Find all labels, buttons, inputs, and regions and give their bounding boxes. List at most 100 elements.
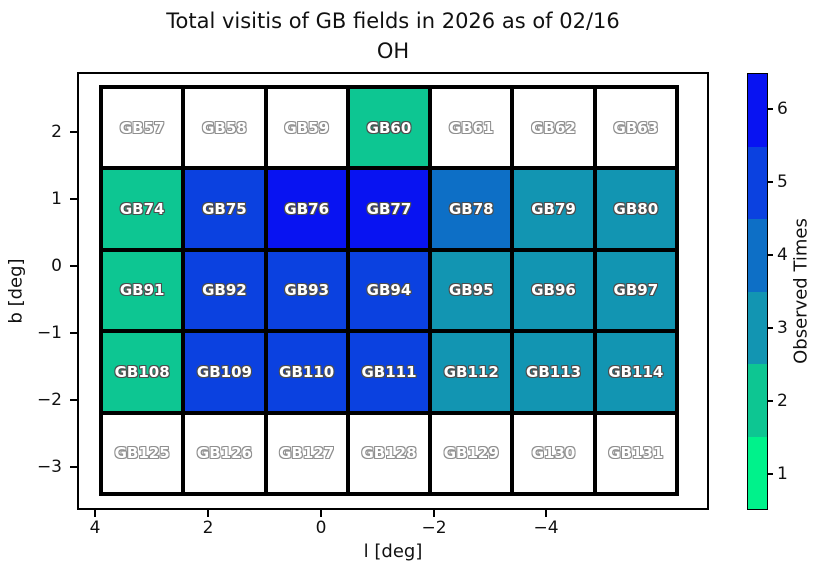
field-cell-label: GB78 (448, 200, 494, 219)
tick-mark (207, 510, 209, 517)
colorbar-segment-5 (748, 146, 767, 219)
tick-mark (70, 466, 77, 468)
tick-mark (433, 510, 435, 517)
chart-title-line1: Total visitis of GB fields in 2026 as of… (166, 9, 620, 33)
field-cell-label: GB126 (196, 444, 252, 463)
tick-mark (70, 131, 77, 133)
colorbar-segment-3 (748, 291, 767, 364)
field-cell-label: GB75 (202, 200, 247, 219)
field-cell-gb125: GB125 (101, 412, 184, 494)
y-tick-label: −1 (36, 323, 62, 343)
y-tick-label: 0 (51, 256, 62, 276)
field-cell-gb95: GB95 (430, 249, 513, 332)
tick-mark (768, 254, 773, 256)
field-cell-gb62: GB62 (512, 87, 595, 169)
y-tick-label: 2 (51, 122, 62, 142)
field-cell-label: GB96 (531, 281, 576, 300)
y-tick-label: −2 (36, 390, 62, 410)
tick-mark (94, 510, 96, 517)
colorbar-label: Observed Times (790, 218, 812, 364)
field-cell-gb77: GB77 (347, 168, 431, 250)
field-cell-gb91: GB91 (101, 249, 184, 332)
tick-mark (70, 332, 77, 334)
field-cell-label: GB113 (526, 362, 582, 381)
field-cell-label: GB80 (613, 200, 659, 219)
field-cell-g130: G130 (512, 412, 595, 494)
field-cell-label: GB125 (114, 444, 170, 463)
field-cell-label: GB108 (114, 362, 170, 381)
field-cell-gb126: GB126 (183, 412, 266, 494)
field-cell-gb128: GB128 (347, 412, 431, 494)
colorbar-segment-6 (748, 74, 767, 147)
tick-mark (70, 399, 77, 401)
field-cell-label: G130 (531, 444, 576, 463)
colorbar-segment-1 (748, 436, 767, 509)
field-cell-label: GB131 (608, 444, 664, 463)
field-cell-label: GB58 (202, 118, 247, 137)
field-cell-gb75: GB75 (183, 168, 266, 250)
field-cell-gb63: GB63 (594, 87, 677, 169)
field-cell-gb92: GB92 (183, 249, 266, 332)
field-cell-gb79: GB79 (512, 168, 595, 250)
field-cell-gb109: GB109 (183, 331, 266, 413)
field-cell-gb59: GB59 (265, 87, 348, 169)
y-tick-label: 1 (51, 189, 62, 209)
colorbar-tick-label: 6 (777, 99, 788, 119)
field-cell-gb96: GB96 (512, 249, 595, 332)
field-cell-gb93: GB93 (265, 249, 348, 332)
tick-mark (768, 108, 773, 110)
field-cell-gb58: GB58 (183, 87, 266, 169)
field-cell-gb80: GB80 (594, 168, 677, 250)
field-cell-label: GB77 (366, 200, 412, 219)
tick-mark (320, 510, 322, 517)
field-cell-gb60: GB60 (347, 87, 431, 169)
field-cell-gb74: GB74 (101, 168, 184, 250)
field-cell-label: GB61 (448, 118, 494, 137)
field-cell-label: GB57 (119, 118, 165, 137)
colorbar-tick-label: 3 (777, 318, 788, 338)
field-cell-label: GB112 (443, 362, 499, 381)
field-cell-label: GB74 (119, 200, 165, 219)
field-cell-label: GB92 (202, 281, 247, 300)
tick-mark (545, 510, 547, 517)
field-cell-label: GB93 (284, 281, 330, 300)
field-cell-label: GB76 (284, 200, 330, 219)
x-axis-label: l [deg] (363, 541, 423, 562)
x-tick-label: 2 (202, 518, 214, 538)
colorbar-segment-2 (748, 364, 767, 437)
field-cell-label: GB60 (366, 118, 412, 137)
field-cell-label: GB109 (196, 362, 252, 381)
tick-mark (70, 265, 77, 267)
field-cell-gb94: GB94 (347, 249, 431, 332)
field-cell-label: GB59 (284, 118, 330, 137)
colorbar-tick-label: 4 (777, 245, 788, 265)
field-cell-label: GB110 (279, 362, 335, 381)
field-cell-label: GB91 (119, 281, 165, 300)
x-tick-label: 4 (89, 518, 101, 538)
chart-title-line2: OH (376, 39, 410, 63)
field-cell-gb57: GB57 (101, 87, 184, 169)
field-grid: GB57 GB58 GB59 GB60 GB61 GB62 GB63 GB74 GB75 GB76… (99, 85, 679, 496)
tick-mark (768, 473, 773, 475)
tick-mark (768, 400, 773, 402)
x-tick-label: −4 (533, 518, 559, 538)
field-cell-gb76: GB76 (265, 168, 348, 250)
field-cell-gb78: GB78 (430, 168, 513, 250)
x-tick-label: 0 (315, 518, 327, 538)
colorbar-tick-label: 2 (777, 391, 788, 411)
colorbar (747, 73, 768, 510)
field-cell-gb110: GB110 (265, 331, 348, 413)
field-cell-gb127: GB127 (265, 412, 348, 494)
tick-mark (768, 327, 773, 329)
tick-mark (70, 198, 77, 200)
x-tick-label: −2 (421, 518, 447, 538)
field-cell-label: GB63 (613, 118, 659, 137)
field-cell-label: GB94 (366, 281, 412, 300)
field-cell-label: GB127 (279, 444, 335, 463)
field-cell-gb129: GB129 (430, 412, 513, 494)
field-cell-label: GB97 (613, 281, 659, 300)
field-cell-gb131: GB131 (594, 412, 677, 494)
field-cell-gb61: GB61 (430, 87, 513, 169)
field-cell-gb97: GB97 (594, 249, 677, 332)
